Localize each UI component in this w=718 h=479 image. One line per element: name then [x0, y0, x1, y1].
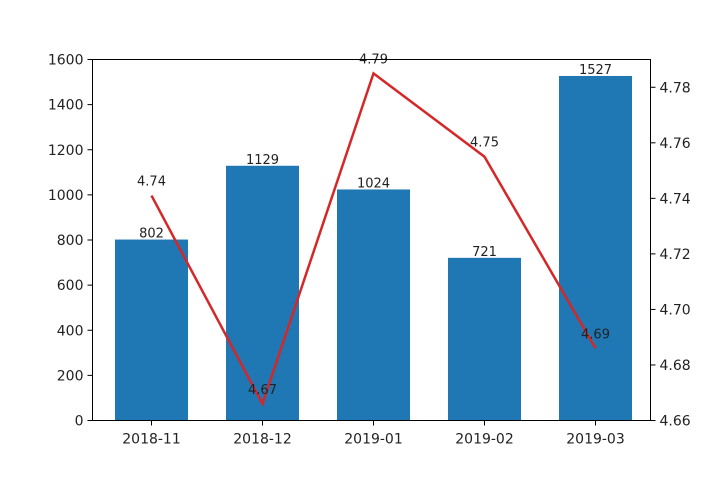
right-y-tick-label: 4.72	[660, 247, 691, 263]
bar-value-labels: 802 1129 1024 721 1527	[139, 63, 612, 260]
bar	[448, 257, 521, 421]
left-y-tick-label: 0	[75, 414, 84, 430]
left-y-tick-label: 1600	[48, 53, 84, 69]
right-y-tick-label: 4.70	[660, 302, 691, 318]
line-path	[150, 71, 597, 407]
bar-value-label: 802	[139, 227, 164, 242]
left-y-tick-label: 200	[57, 368, 84, 384]
bar	[337, 189, 410, 421]
left-y-tick-label: 1200	[48, 143, 84, 159]
bar	[559, 75, 632, 421]
right-y-tick-label: 4.78	[660, 80, 691, 96]
line-value-label: 4.75	[470, 136, 499, 151]
x-tick-label: 2019-03	[566, 432, 625, 448]
line-value-label: 4.67	[248, 383, 277, 398]
bar-value-label: 1024	[357, 176, 390, 191]
bar-value-label: 1527	[579, 63, 612, 78]
left-y-tick-label: 400	[57, 323, 84, 339]
left-y-tick-label: 1000	[48, 188, 84, 204]
right-y-axis: 4.66 4.68 4.70 4.72 4.74 4.76 4.78	[650, 80, 691, 430]
bar	[115, 239, 188, 421]
line-series	[150, 71, 597, 407]
x-tick-label: 2018-11	[122, 432, 181, 448]
left-y-tick-label: 600	[57, 278, 84, 294]
bar-value-label: 721	[472, 245, 497, 260]
x-tick-label: 2018-12	[233, 432, 292, 448]
x-tick-label: 2019-02	[455, 432, 514, 448]
bar-value-label: 1129	[246, 153, 279, 168]
line-value-labels: 4.744.674.794.754.69	[137, 52, 610, 397]
left-y-tick-label: 1400	[48, 98, 84, 114]
left-y-axis: 0 200 400 600 800 1000 1200 1400 1600	[48, 53, 93, 430]
x-axis: 2018-11 2018-12 2019-01 2019-02 2019-03	[122, 420, 625, 448]
right-y-tick-label: 4.74	[660, 191, 691, 207]
left-y-tick-label: 800	[57, 233, 84, 249]
right-y-tick-label: 4.68	[660, 358, 691, 374]
right-y-tick-label: 4.76	[660, 136, 691, 152]
line-value-label: 4.74	[137, 175, 166, 190]
bar	[226, 165, 299, 421]
bar-series	[115, 75, 632, 421]
x-tick-label: 2019-01	[344, 432, 403, 448]
right-y-tick-label: 4.66	[660, 414, 691, 430]
line-value-label: 4.69	[581, 327, 610, 342]
